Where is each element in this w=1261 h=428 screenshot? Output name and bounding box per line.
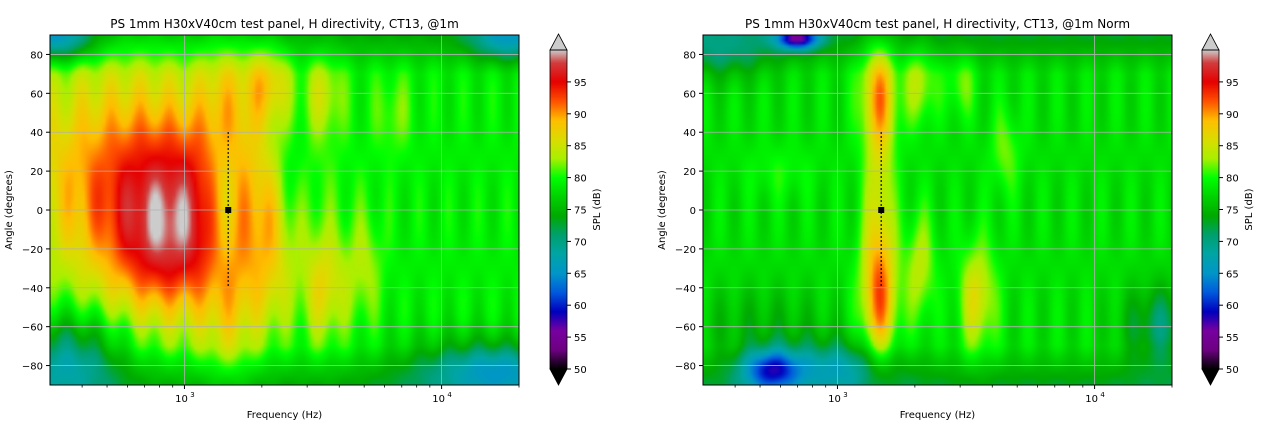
colorbar-tick-label: 60 bbox=[574, 301, 587, 312]
x-axis-label: Frequency (Hz) bbox=[900, 410, 976, 421]
y-tick-label: 0 bbox=[690, 206, 696, 217]
x-tick-exponent: 3 bbox=[843, 391, 847, 399]
x-tick-exponent: 3 bbox=[190, 391, 194, 399]
y-tick-label: 40 bbox=[683, 128, 696, 139]
y-tick-label: 80 bbox=[683, 50, 696, 61]
y-axis-label: Angle (degrees) bbox=[4, 170, 15, 250]
colorbar-tick-label: 75 bbox=[1226, 206, 1239, 217]
colorbar-tick-label: 75 bbox=[574, 206, 587, 217]
colorbar-tick-label: 70 bbox=[574, 237, 587, 248]
colorbar-gradient bbox=[1202, 50, 1219, 369]
colorbar-tick-label: 70 bbox=[1226, 237, 1239, 248]
colorbar-tick-label: 80 bbox=[574, 174, 587, 185]
y-tick-label: 60 bbox=[30, 89, 43, 100]
x-tick-label: 10 bbox=[432, 394, 445, 405]
y-tick-label: −60 bbox=[22, 323, 43, 334]
colorbar-tick-label: 65 bbox=[574, 269, 587, 280]
y-tick-label: 40 bbox=[30, 128, 43, 139]
chart-title: PS 1mm H30xV40cm test panel, H directivi… bbox=[745, 17, 1130, 31]
colorbar-tick-label: 85 bbox=[1226, 142, 1239, 153]
colorbar-extend-top bbox=[1201, 33, 1220, 51]
y-tick-label: −20 bbox=[22, 245, 43, 256]
colorbar-tick-label: 60 bbox=[1226, 301, 1239, 312]
y-tick-label: 80 bbox=[30, 50, 43, 61]
y-tick-label: 20 bbox=[30, 167, 43, 178]
x-tick-exponent: 4 bbox=[447, 391, 452, 399]
y-axis-label: Angle (degrees) bbox=[657, 170, 668, 250]
y-tick-label: −40 bbox=[22, 284, 43, 295]
colorbar-tick-label: 80 bbox=[1226, 174, 1239, 185]
colorbar-label: SPL (dB) bbox=[1244, 188, 1255, 230]
colorbar-extend-bottom bbox=[549, 368, 568, 386]
y-tick-label: −80 bbox=[22, 362, 43, 373]
colorbar-tick-label: 55 bbox=[1226, 333, 1239, 344]
x-tick-label: 10 bbox=[175, 394, 188, 405]
y-tick-label: 60 bbox=[683, 89, 696, 100]
x-tick-exponent: 4 bbox=[1100, 391, 1105, 399]
colorbar-tick-label: 95 bbox=[574, 78, 587, 89]
colorbar-extend-bottom bbox=[1201, 368, 1220, 386]
colorbar-tick-label: 85 bbox=[574, 142, 587, 153]
colorbar-tick-label: 90 bbox=[1226, 110, 1239, 121]
chart-title: PS 1mm H30xV40cm test panel, H directivi… bbox=[110, 17, 459, 31]
y-tick-label: 0 bbox=[37, 206, 43, 217]
x-tick-label: 10 bbox=[1085, 394, 1098, 405]
colorbar-tick-label: 65 bbox=[1226, 269, 1239, 280]
y-tick-label: −80 bbox=[675, 362, 696, 373]
colorbar-extend-top bbox=[549, 33, 568, 51]
reference-marker bbox=[878, 207, 885, 213]
y-tick-label: −20 bbox=[675, 245, 696, 256]
colorbar-tick-label: 50 bbox=[574, 365, 587, 376]
colorbar-tick-label: 50 bbox=[1226, 365, 1239, 376]
colorbar-gradient bbox=[550, 50, 567, 369]
y-tick-label: −40 bbox=[675, 284, 696, 295]
colorbar-label: SPL (dB) bbox=[592, 188, 603, 230]
colorbar-tick-label: 90 bbox=[574, 110, 587, 121]
x-tick-label: 10 bbox=[828, 394, 841, 405]
x-axis-label: Frequency (Hz) bbox=[247, 410, 323, 421]
reference-marker bbox=[225, 207, 232, 213]
y-tick-label: −60 bbox=[675, 323, 696, 334]
colorbar-tick-label: 55 bbox=[574, 333, 587, 344]
colorbar-tick-label: 95 bbox=[1226, 78, 1239, 89]
y-tick-label: 20 bbox=[683, 167, 696, 178]
